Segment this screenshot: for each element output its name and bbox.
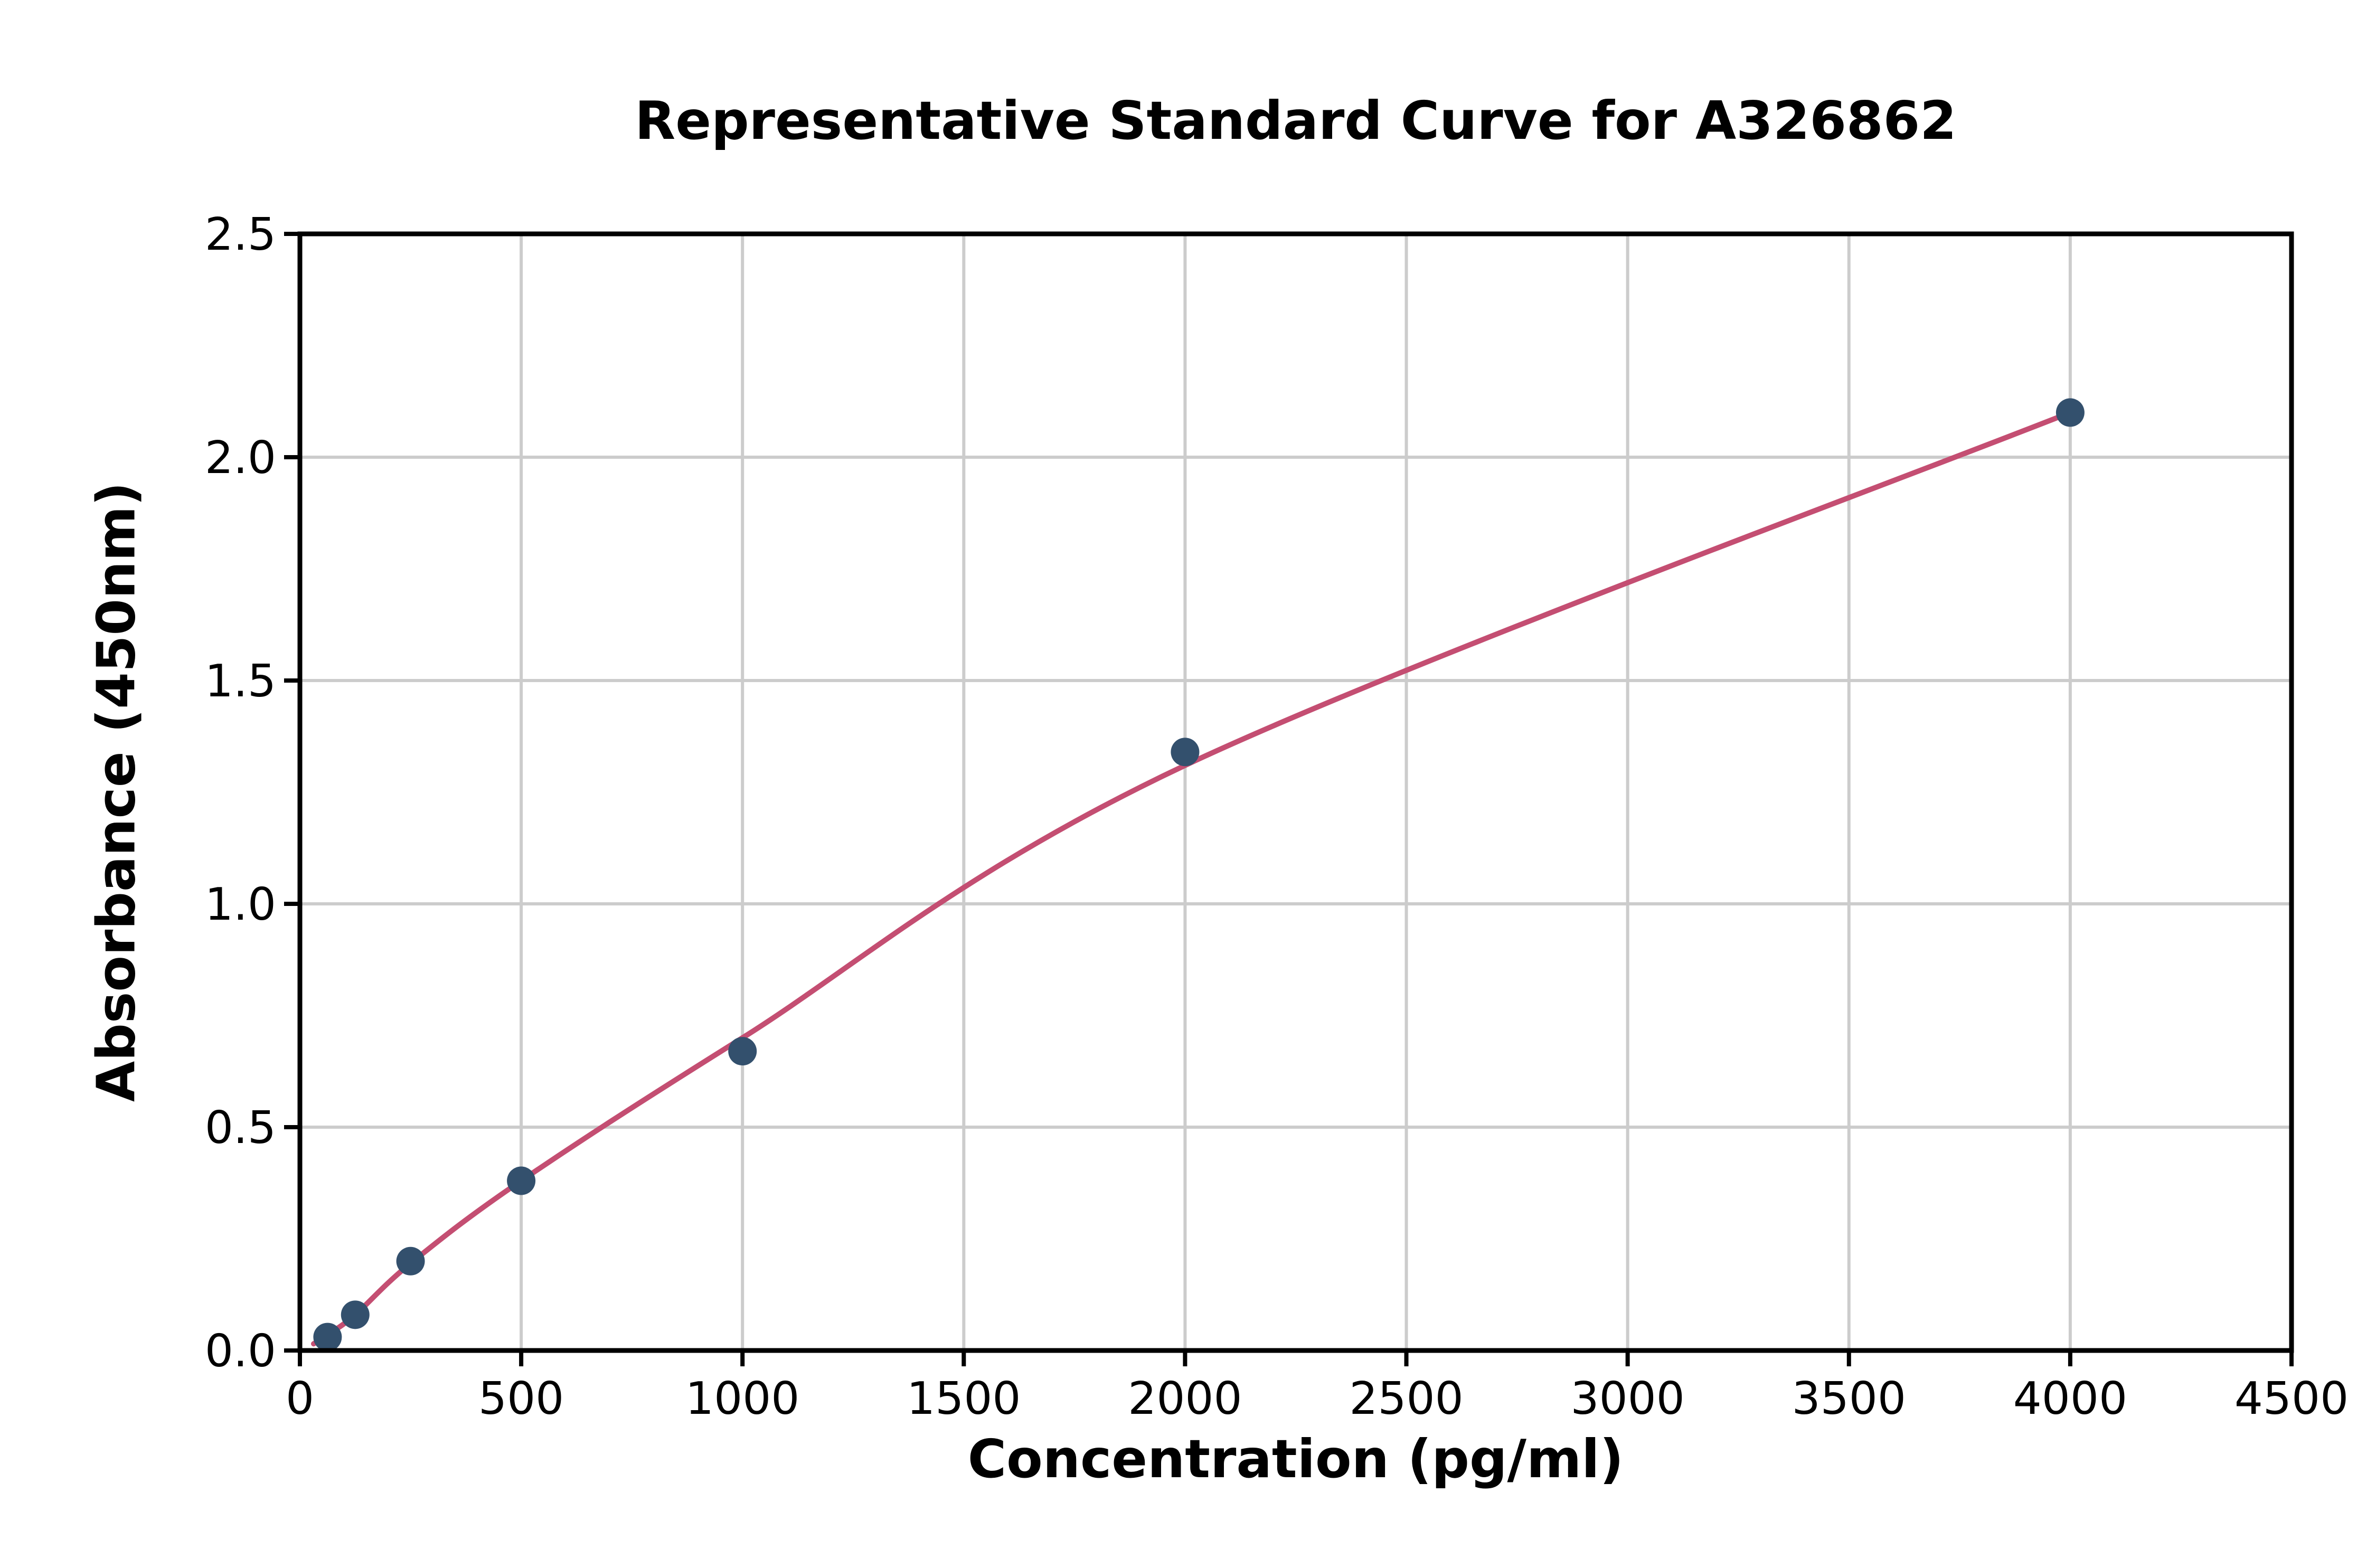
x-tick-label: 3000 bbox=[1571, 1373, 1685, 1425]
x-tick-label: 0 bbox=[286, 1373, 314, 1425]
data-point bbox=[728, 1037, 757, 1066]
x-tick-label: 4500 bbox=[2234, 1373, 2349, 1425]
x-tick-label: 2000 bbox=[1128, 1373, 1242, 1425]
data-point bbox=[507, 1166, 536, 1195]
data-point bbox=[341, 1300, 370, 1329]
y-tick-label: 1.0 bbox=[205, 879, 276, 931]
x-tick-label: 4000 bbox=[2013, 1373, 2127, 1425]
y-tick-label: 0.5 bbox=[205, 1102, 276, 1154]
data-point bbox=[396, 1246, 425, 1276]
y-tick-label: 1.5 bbox=[205, 655, 276, 707]
x-tick-label: 3500 bbox=[1792, 1373, 1906, 1425]
y-tick-label: 2.0 bbox=[205, 432, 276, 484]
fit-curve bbox=[310, 410, 2073, 1347]
y-tick-label: 0.0 bbox=[205, 1325, 276, 1377]
y-axis-label: Absorbance (450nm) bbox=[85, 481, 147, 1102]
y-tick-label: 2.5 bbox=[205, 209, 276, 261]
data-point bbox=[313, 1323, 342, 1352]
data-point bbox=[1171, 738, 1200, 767]
chart-title: Representative Standard Curve for A32686… bbox=[635, 90, 1957, 152]
x-tick-label: 2500 bbox=[1349, 1373, 1463, 1425]
x-tick-label: 1000 bbox=[685, 1373, 799, 1425]
data-point bbox=[2056, 398, 2085, 427]
x-tick-label: 1500 bbox=[907, 1373, 1021, 1425]
x-axis-label: Concentration (pg/ml) bbox=[967, 1428, 1624, 1490]
x-tick-label: 500 bbox=[478, 1373, 564, 1425]
plot-border bbox=[297, 231, 2294, 1353]
